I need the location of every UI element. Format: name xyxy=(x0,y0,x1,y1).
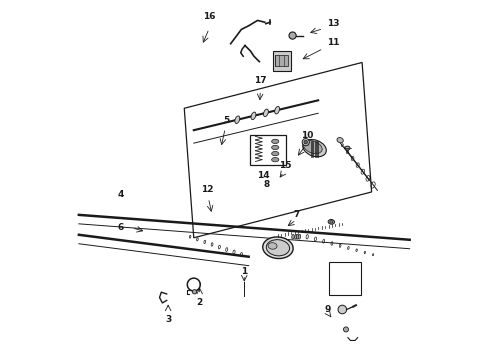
Ellipse shape xyxy=(337,138,343,143)
Circle shape xyxy=(289,32,296,39)
Ellipse shape xyxy=(330,221,333,223)
Ellipse shape xyxy=(328,220,335,224)
Text: 5: 5 xyxy=(223,116,230,125)
Ellipse shape xyxy=(303,139,326,157)
Text: 3: 3 xyxy=(165,315,172,324)
Text: 16: 16 xyxy=(203,12,216,21)
Ellipse shape xyxy=(268,243,277,249)
Ellipse shape xyxy=(264,109,269,117)
Text: 17: 17 xyxy=(254,76,267,85)
Ellipse shape xyxy=(292,234,294,239)
Bar xyxy=(275,55,288,66)
Text: 14: 14 xyxy=(257,171,270,180)
Ellipse shape xyxy=(235,116,240,123)
Circle shape xyxy=(304,140,308,144)
Ellipse shape xyxy=(345,146,350,150)
Text: 1: 1 xyxy=(241,267,247,276)
Ellipse shape xyxy=(271,152,279,156)
Ellipse shape xyxy=(298,234,301,239)
Ellipse shape xyxy=(275,107,280,114)
Ellipse shape xyxy=(266,240,290,256)
Bar xyxy=(329,262,362,294)
Ellipse shape xyxy=(303,140,322,154)
Text: 13: 13 xyxy=(326,19,339,28)
Ellipse shape xyxy=(251,112,256,120)
Text: 12: 12 xyxy=(201,185,213,194)
Text: 7: 7 xyxy=(293,210,299,219)
Text: 8: 8 xyxy=(264,180,270,189)
Ellipse shape xyxy=(294,234,297,239)
Text: 9: 9 xyxy=(324,305,331,314)
Text: 2: 2 xyxy=(196,298,203,307)
Bar xyxy=(250,135,286,165)
Ellipse shape xyxy=(271,145,279,150)
Text: 15: 15 xyxy=(279,161,292,170)
Circle shape xyxy=(302,139,309,146)
Circle shape xyxy=(193,289,196,294)
Ellipse shape xyxy=(263,237,293,258)
Bar xyxy=(272,51,291,71)
Circle shape xyxy=(343,327,348,332)
Circle shape xyxy=(338,305,346,314)
Text: 4: 4 xyxy=(118,190,124,199)
Text: 11: 11 xyxy=(326,38,339,47)
Ellipse shape xyxy=(271,139,279,144)
Ellipse shape xyxy=(296,234,299,239)
Ellipse shape xyxy=(271,158,279,162)
Text: 6: 6 xyxy=(118,223,123,232)
Text: 10: 10 xyxy=(301,131,314,140)
